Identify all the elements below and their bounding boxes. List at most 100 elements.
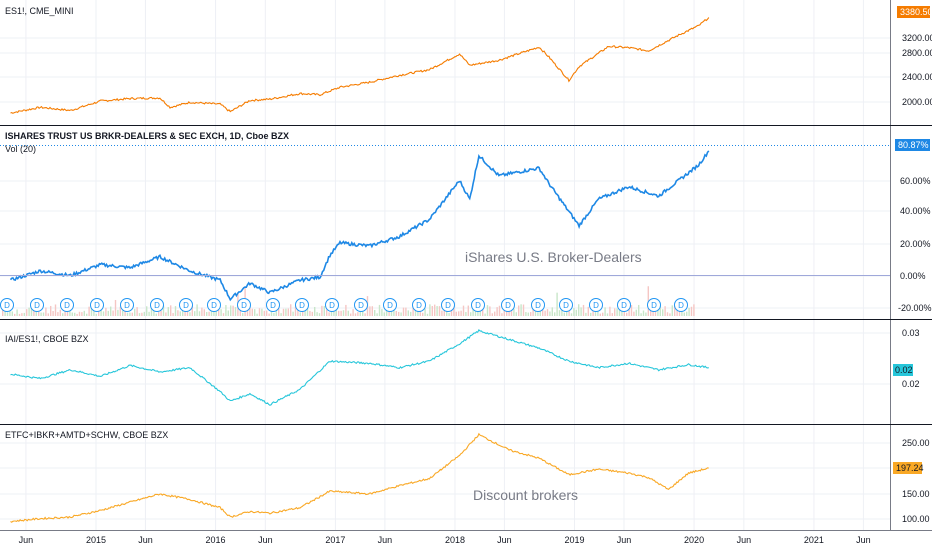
volume-bar (83, 310, 85, 316)
series-line-pane-2 (9, 150, 710, 302)
volume-bar (333, 308, 335, 316)
volume-bar (268, 313, 270, 316)
dividend-marker[interactable]: D (150, 298, 164, 312)
volume-bar (556, 292, 558, 316)
dividend-marker[interactable]: D (647, 298, 661, 312)
volume-bar (534, 311, 537, 316)
dividend-marker-circle (237, 298, 251, 312)
dividend-marker[interactable]: D (354, 298, 368, 312)
volume-bar (518, 305, 520, 316)
badge-pane3-text: 0.02 (895, 365, 913, 375)
volume-bar (477, 309, 479, 316)
pane4-y-axis: 250.00 150.00 100.00 (902, 438, 930, 524)
volume-bar (225, 305, 227, 316)
volume-bar (201, 307, 203, 316)
volume-bar (458, 311, 460, 316)
volume-bar (510, 309, 513, 316)
volume-bar (686, 311, 688, 316)
y-tick: 3200.00 (902, 33, 932, 43)
volume-bar (371, 306, 373, 316)
dividend-marker[interactable]: D (559, 298, 573, 312)
dividend-marker-circle (60, 298, 74, 312)
dividend-marker[interactable]: D (501, 298, 515, 312)
volume-bar (484, 313, 486, 316)
volume-bar (59, 309, 61, 316)
dividend-marker[interactable]: D (674, 298, 688, 312)
dividend-marker-label: D (124, 301, 130, 310)
dividend-marker[interactable]: D (295, 298, 309, 312)
y-tick: 2800.00 (902, 48, 932, 58)
volume-bar (690, 306, 693, 316)
dividend-marker-label: D (621, 301, 627, 310)
volume-bar (496, 307, 498, 316)
dividend-marker[interactable]: D (266, 298, 280, 312)
dividend-marker[interactable]: D (207, 298, 221, 312)
volume-bar (441, 310, 443, 316)
volume-bar (465, 311, 467, 316)
volume-bar (66, 311, 69, 316)
volume-bar (374, 309, 376, 316)
dividend-marker[interactable]: D (441, 298, 455, 312)
dividend-marker[interactable]: D (471, 298, 485, 312)
dividend-marker[interactable]: D (179, 298, 193, 312)
dividend-marker-circle (559, 298, 573, 312)
dividend-marker[interactable]: D (237, 298, 251, 312)
volume-bar (230, 305, 232, 316)
volume-bar (71, 312, 73, 316)
pane2-subtitle: Vol (20) (5, 144, 36, 154)
annotation-discount-brokers: Discount brokers (473, 487, 578, 503)
volume-bar (453, 306, 455, 316)
volume-bar (191, 305, 193, 316)
volume-bar (486, 305, 489, 316)
dividend-marker-circle (207, 298, 221, 312)
volume-bar (410, 311, 412, 316)
last-value-badges: 3380.50 80.87% 0.02 197.24 (893, 6, 932, 474)
volume-bar (626, 312, 628, 316)
volume-bar (657, 309, 659, 316)
volume-bar (74, 312, 76, 316)
dividend-marker-circle (30, 298, 44, 312)
volume-bar (345, 304, 347, 316)
volume-bar (134, 308, 136, 316)
volume-bar (426, 313, 429, 316)
volume-bar (599, 313, 601, 316)
volume-bar (359, 311, 361, 316)
volume-bar (100, 305, 102, 316)
volume-bar (52, 311, 54, 316)
volume-bar (582, 304, 585, 316)
volume-bar (50, 305, 52, 316)
dividend-marker[interactable]: D (30, 298, 44, 312)
dividend-marker[interactable]: D (90, 298, 104, 312)
dividend-marker[interactable]: D (325, 298, 339, 312)
pane2-y-axis: 60.00% 40.00% 20.00% 0.00% -20.00% (898, 176, 932, 313)
volume-bar (76, 313, 78, 316)
dividend-marker[interactable]: D (383, 298, 397, 312)
dividend-marker[interactable]: D (412, 298, 426, 312)
dividend-marker[interactable]: D (120, 298, 134, 312)
volume-bar (470, 312, 472, 316)
y-tick: -20.00% (898, 303, 932, 313)
volume-bar (23, 312, 25, 316)
annotation-broker-dealers: iShares U.S. Broker-Dealers (465, 249, 642, 265)
volume-bar (114, 299, 117, 316)
volume-bar (119, 306, 121, 316)
volume-bar (256, 313, 258, 316)
dividend-marker[interactable]: D (531, 298, 545, 312)
pane3-title: IAI/ES1!, CBOE BZX (5, 334, 89, 344)
volume-bar (69, 307, 71, 316)
dividend-marker-circle (441, 298, 455, 312)
volume-bar (525, 312, 527, 316)
volume-bar (112, 310, 114, 316)
dividend-marker[interactable]: D (0, 298, 14, 312)
volume-bar (86, 313, 88, 316)
dividend-marker[interactable]: D (60, 298, 74, 312)
x-tick-label: 2015 (86, 535, 106, 545)
dividend-marker-label: D (593, 301, 599, 310)
y-tick: 60.00% (900, 176, 931, 186)
volume-bar (381, 309, 383, 316)
volume-bar (436, 306, 438, 316)
dividend-marker[interactable]: D (589, 298, 603, 312)
volume-bar (198, 311, 201, 316)
dividend-marker[interactable]: D (617, 298, 631, 312)
volume-bar (290, 304, 292, 316)
